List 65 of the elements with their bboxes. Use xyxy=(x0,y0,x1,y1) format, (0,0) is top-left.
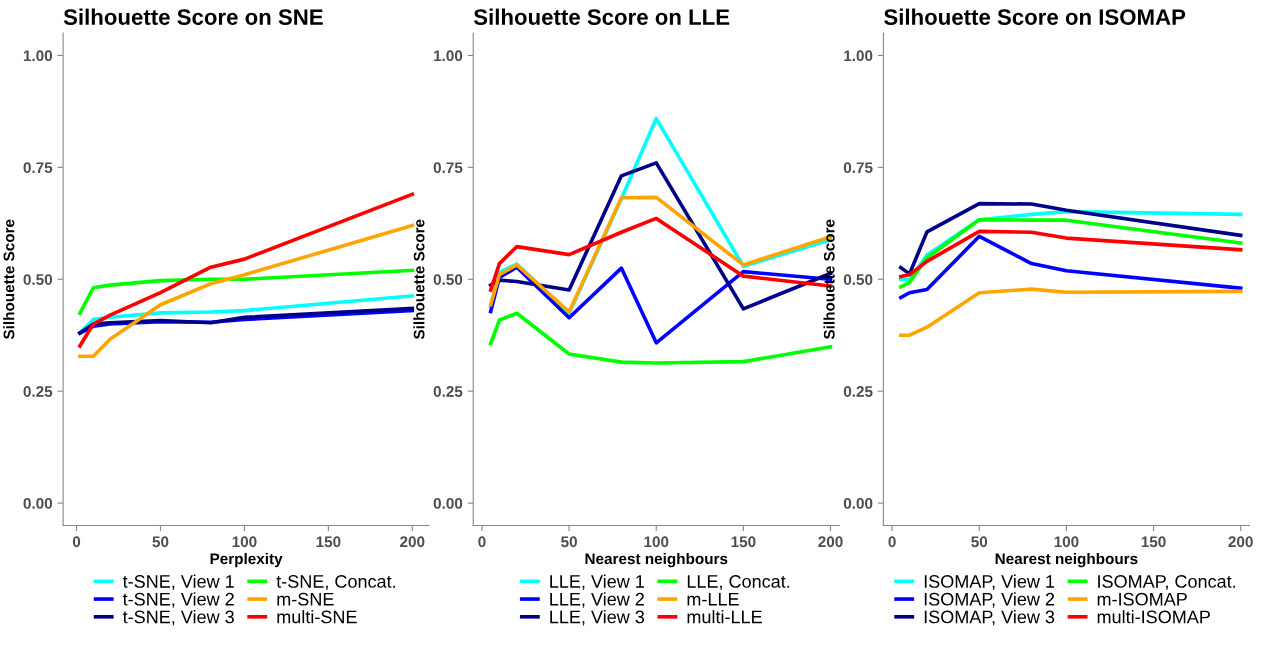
line-series xyxy=(78,268,415,316)
legend-label: multi-SNE xyxy=(277,610,357,624)
y-axis-title: Silhouette Score xyxy=(3,219,15,340)
y-tick-label: 0.50 xyxy=(23,274,53,285)
x-axis-title: Nearest neighbours xyxy=(995,552,1138,568)
y-tick-label: 0.25 xyxy=(843,386,873,397)
line-series xyxy=(78,223,415,359)
y-tick-label: 0.00 xyxy=(23,497,53,509)
legend-label: m-LLE xyxy=(687,592,739,606)
y-tick-label: 0.25 xyxy=(23,386,53,397)
legend-label: ISOMAP, View 2 xyxy=(924,592,1055,608)
legend-label: LLE, View 2 xyxy=(550,592,644,608)
legend-label: ISOMAP, View 1 xyxy=(924,574,1055,590)
y-tick-label: 0.50 xyxy=(433,274,463,285)
chart-title: Silhouette Score on SNE xyxy=(63,8,323,25)
legend-label: LLE, Concat. xyxy=(687,575,790,590)
x-tick-label: 50 xyxy=(561,536,577,548)
line-series xyxy=(899,201,1243,276)
x-tick-label: 50 xyxy=(152,536,169,548)
x-tick-label: 150 xyxy=(1141,536,1166,548)
legend-label: multi-LLE xyxy=(687,610,762,624)
x-tick-label: 150 xyxy=(316,536,341,548)
legend-label: ISOMAP, Concat. xyxy=(1098,575,1236,590)
x-tick-label: 0 xyxy=(478,536,486,548)
legend-label: ISOMAP, View 3 xyxy=(924,610,1055,626)
y-axis-title: Silhouette Score xyxy=(823,219,835,340)
x-axis-title: Nearest neighbours xyxy=(585,552,728,568)
legend-label: m-SNE xyxy=(277,592,334,606)
line-series xyxy=(899,287,1243,338)
y-tick-label: 0.75 xyxy=(23,162,53,174)
x-tick-label: 200 xyxy=(400,536,425,548)
x-tick-label: 50 xyxy=(971,536,988,548)
legend-label: LLE, View 3 xyxy=(550,610,645,626)
x-tick-label: 100 xyxy=(232,536,257,548)
legend-label: t-SNE, Concat. xyxy=(276,575,395,590)
y-tick-label: 0.75 xyxy=(843,162,873,174)
y-tick-label: 1.00 xyxy=(23,50,53,62)
y-tick-label: 1.00 xyxy=(434,50,463,62)
x-tick-label: 150 xyxy=(731,536,756,548)
legend-label: t-SNE, View 3 xyxy=(122,610,234,626)
line-series xyxy=(78,192,415,348)
y-axis-title: Silhouette Score xyxy=(413,219,425,340)
x-tick-label: 200 xyxy=(818,536,843,548)
line-series xyxy=(899,217,1243,289)
y-tick-label: 0.75 xyxy=(433,162,463,174)
y-tick-label: 0.25 xyxy=(433,386,463,397)
legend-label: LLE, View 1 xyxy=(550,574,644,590)
chart-title: Silhouette Score on LLE xyxy=(473,8,730,25)
chart-title: Silhouette Score on ISOMAP xyxy=(884,8,1186,25)
legend-label: m-ISOMAP xyxy=(1097,592,1187,606)
line-series xyxy=(899,234,1243,300)
legend-label: t-SNE, View 2 xyxy=(122,592,234,608)
x-tick-label: 200 xyxy=(1228,536,1253,548)
x-tick-label: 0 xyxy=(888,536,896,548)
x-axis-title: Perplexity xyxy=(210,552,283,568)
y-tick-label: 1.00 xyxy=(844,50,873,62)
y-tick-label: 0.00 xyxy=(843,497,873,509)
x-tick-label: 100 xyxy=(1054,536,1079,548)
x-tick-label: 0 xyxy=(72,536,81,548)
y-tick-label: 0.50 xyxy=(843,274,873,285)
line-series xyxy=(899,229,1243,279)
x-tick-label: 100 xyxy=(644,536,669,548)
y-tick-label: 0.00 xyxy=(433,497,463,509)
legend-label: t-SNE, View 1 xyxy=(122,574,234,590)
legend-label: multi-ISOMAP xyxy=(1097,610,1210,624)
